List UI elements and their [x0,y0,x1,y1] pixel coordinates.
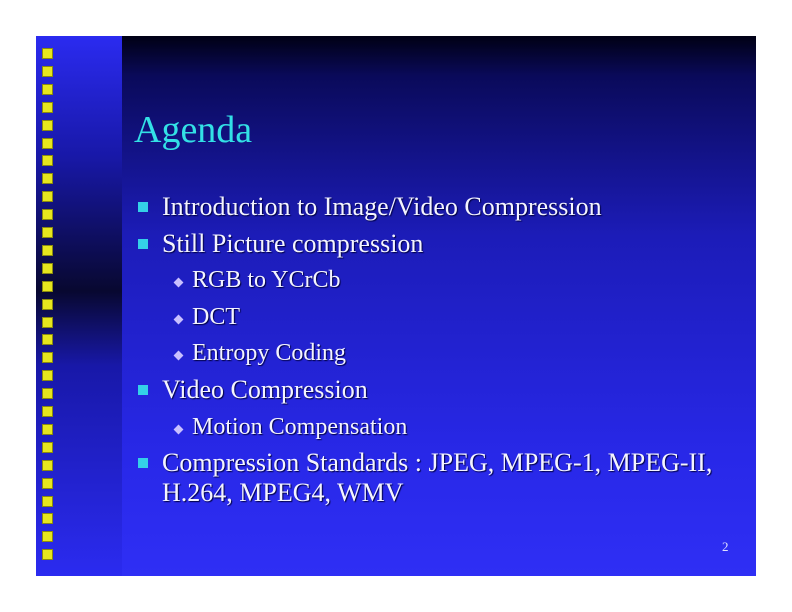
yellow-square-icon [42,459,53,471]
agenda-item-text: DCT [192,303,240,330]
yellow-square-icon [42,173,53,185]
agenda-item-intro: Introduction to Image/Video Compression [132,192,732,222]
agenda-item-text: Entropy Coding [192,340,346,367]
agenda-item-text: Compression Standards : JPEG, MPEG-1, MP… [162,448,713,508]
agenda-item-text: Introduction to Image/Video Compression [162,192,602,221]
agenda-item-video: Video Compression [132,375,732,405]
diamond-bullet-icon [173,350,184,361]
yellow-square-icon [42,137,53,149]
yellow-square-icon [42,388,53,400]
yellow-square-column [42,48,54,568]
agenda-item-text: RGB to YCrCb [192,267,341,294]
agenda-subitem-entropy: Entropy Coding [132,338,732,368]
slide: Agenda Introduction to Image/Video Compr… [36,36,756,576]
square-bullet-icon [138,384,148,395]
agenda-item-text: Video Compression [162,374,368,404]
yellow-square-icon [42,155,53,167]
left-decorative-strip [36,36,122,576]
yellow-square-icon [42,531,53,543]
agenda-subitem-motion: Motion Compensation [132,412,732,442]
diamond-bullet-icon [173,277,184,288]
yellow-square-icon [42,280,53,292]
yellow-square-icon [42,101,53,113]
yellow-square-icon [42,334,53,346]
yellow-square-icon [42,441,53,453]
square-bullet-icon [138,202,148,212]
yellow-square-icon [42,298,53,310]
agenda-subitem-rgb: RGB to YCrCb [132,265,732,295]
yellow-square-icon [42,370,53,382]
yellow-square-icon [42,209,53,221]
page-number: 2 [722,539,729,554]
yellow-square-icon [42,406,53,417]
agenda-item-standards: Compression Standards : JPEG, MPEG-1, MP… [132,448,732,508]
diamond-bullet-icon [173,314,184,325]
yellow-square-icon [42,227,53,238]
agenda-subitem-dct: DCT [132,302,732,332]
agenda-item-text: Still Picture compression [162,228,424,258]
agenda-list: Introduction to Image/Video Compression … [132,192,732,515]
square-bullet-icon [138,458,148,469]
yellow-square-icon [42,477,53,489]
diamond-bullet-icon [173,424,184,435]
yellow-square-icon [42,48,53,59]
agenda-item-text: Motion Compensation [192,413,408,440]
yellow-square-icon [42,262,53,274]
yellow-square-icon [42,495,53,507]
yellow-square-icon [42,65,53,77]
yellow-square-icon [42,191,53,203]
square-bullet-icon [138,238,148,249]
agenda-item-still-picture: Still Picture compression [132,229,732,259]
yellow-square-icon [42,83,53,95]
yellow-square-icon [42,423,53,435]
yellow-square-icon [42,549,53,561]
yellow-square-icon [42,352,53,364]
slide-title: Agenda [134,109,253,151]
yellow-square-icon [42,119,53,131]
yellow-square-icon [42,244,53,256]
yellow-square-icon [42,513,53,525]
yellow-square-icon [42,316,53,328]
